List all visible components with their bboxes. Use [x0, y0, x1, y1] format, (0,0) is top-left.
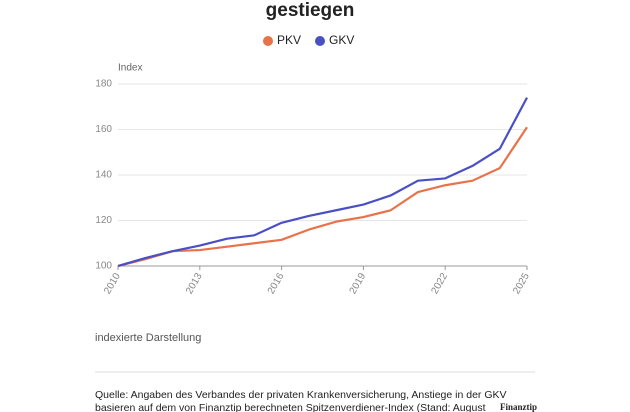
x-tick-label: 2016 — [266, 271, 287, 296]
line — [117, 126, 528, 268]
x-tick-label: 2019 — [348, 271, 369, 296]
y-tick-label: 160 — [95, 124, 112, 135]
y-axis-label: Index — [118, 63, 142, 74]
x-tick-label: 2013 — [184, 271, 205, 296]
note: indexierte Darstellung — [95, 332, 201, 344]
x-tick-label: 2025 — [511, 271, 532, 296]
legend-marker — [315, 36, 325, 46]
legend-label: PKV — [277, 33, 301, 47]
line — [117, 97, 528, 268]
logo: Finanztip — [500, 402, 537, 412]
x-tick-label: 2022 — [429, 271, 450, 296]
y-tick-label: 140 — [95, 170, 112, 181]
source-line: Quelle: Angaben des Verbandes der privat… — [95, 389, 507, 401]
x-tick-label: 2010 — [102, 271, 123, 296]
chart-title: gestiegen — [266, 0, 355, 21]
y-tick-label: 120 — [95, 215, 112, 226]
legend-marker — [263, 36, 273, 46]
y-tick-label: 100 — [95, 261, 112, 272]
y-tick-label: 180 — [95, 79, 112, 90]
source-line: basieren auf dem von Finanztip berechnet… — [95, 402, 486, 412]
legend-label: GKV — [329, 33, 354, 47]
